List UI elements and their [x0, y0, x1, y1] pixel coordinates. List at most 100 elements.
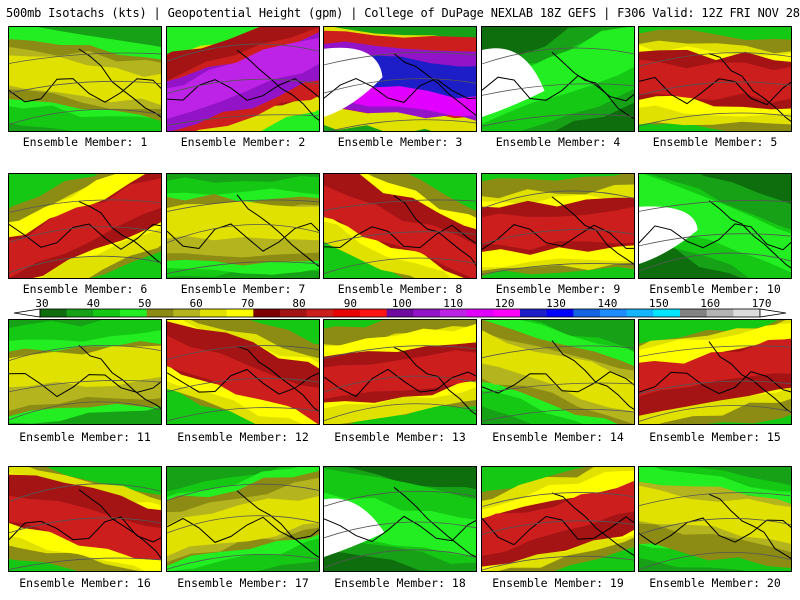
member-map [167, 320, 319, 424]
ensemble-member-panel [8, 319, 162, 425]
colorbar-swatch [146, 309, 174, 317]
ensemble-member-label: Ensemble Member: 8 [337, 282, 463, 296]
colorbar-tick-label: 160 [700, 297, 720, 310]
colorbar-swatch [680, 309, 707, 317]
colorbar-tick-label: 120 [495, 297, 515, 310]
ensemble-member-label: Ensemble Member: 2 [180, 135, 306, 149]
colorbar-tick-label: 140 [597, 297, 617, 310]
colorbar-swatch [360, 309, 387, 317]
page-title: 500mb Isotachs (kts) | Geopotential Heig… [6, 6, 800, 20]
member-map [9, 174, 161, 278]
ensemble-member-panel [481, 466, 635, 572]
colorbar-tick-label: 170 [752, 297, 772, 310]
ensemble-member-label: Ensemble Member: 13 [334, 430, 466, 444]
ensemble-member-panel [638, 26, 792, 132]
member-map [482, 174, 634, 278]
colorbar-swatch [226, 309, 254, 317]
colorbar-swatch [413, 309, 441, 317]
ensemble-member-label: Ensemble Member: 7 [180, 282, 306, 296]
member-map [324, 320, 476, 424]
colorbar-swatch [546, 309, 574, 317]
member-map [324, 174, 476, 278]
colorbar-tick-label: 30 [35, 297, 48, 310]
colorbar-swatch [493, 309, 521, 317]
ensemble-member-panel [323, 319, 477, 425]
colorbar-swatch [386, 309, 414, 317]
ensemble-member-label: Ensemble Member: 6 [22, 282, 148, 296]
colorbar-swatch [626, 309, 654, 317]
colorbar-swatch [173, 309, 201, 317]
ensemble-member-label: Ensemble Member: 10 [649, 282, 781, 296]
ensemble-member-panel [166, 319, 320, 425]
colorbar-swatch [706, 309, 734, 317]
colorbar-swatch [66, 309, 94, 317]
member-map [9, 320, 161, 424]
ensemble-member-label: Ensemble Member: 17 [177, 576, 309, 590]
member-map [639, 27, 791, 131]
ensemble-member-panel [638, 466, 792, 572]
colorbar-tick-label: 90 [344, 297, 357, 310]
colorbar-swatch [520, 309, 547, 317]
colorbar-swatch [306, 309, 334, 317]
ensemble-member-label: Ensemble Member: 9 [495, 282, 621, 296]
member-map [167, 27, 319, 131]
member-map [167, 174, 319, 278]
ensemble-member-panel [8, 26, 162, 132]
ensemble-member-panel [481, 319, 635, 425]
member-map [482, 320, 634, 424]
ensemble-member-label: Ensemble Member: 3 [337, 135, 463, 149]
ensemble-member-label: Ensemble Member: 5 [652, 135, 778, 149]
ensemble-member-label: Ensemble Member: 19 [492, 576, 624, 590]
ensemble-member-panel [323, 173, 477, 279]
colorbar-tick-label: 50 [138, 297, 151, 310]
colorbar-tick-label: 60 [190, 297, 203, 310]
colorbar-swatch [440, 309, 467, 317]
colorbar-swatch [333, 309, 361, 317]
member-map [639, 467, 791, 571]
ensemble-member-panel [166, 173, 320, 279]
colorbar-tick-label: 110 [443, 297, 463, 310]
colorbar-swatch [93, 309, 121, 317]
colorbar-swatch [280, 309, 307, 317]
colorbar-swatch [653, 309, 681, 317]
ensemble-member-panel [638, 173, 792, 279]
member-map [324, 27, 476, 131]
colorbar-tick-label: 80 [292, 297, 305, 310]
colorbar-swatch [200, 309, 227, 317]
member-map [482, 467, 634, 571]
ensemble-member-label: Ensemble Member: 11 [19, 430, 151, 444]
colorbar-swatch [733, 309, 761, 317]
colorbar-swatch [573, 309, 601, 317]
ensemble-member-panel [166, 466, 320, 572]
ensemble-member-panel [323, 26, 477, 132]
member-map [324, 467, 476, 571]
ensemble-member-label: Ensemble Member: 16 [19, 576, 151, 590]
colorbar-tick-label: 150 [649, 297, 669, 310]
colorbar-swatch [253, 309, 281, 317]
member-map [167, 467, 319, 571]
colorbar-swatch [120, 309, 147, 317]
colorbar-swatch [466, 309, 494, 317]
member-map [639, 320, 791, 424]
ensemble-member-panel [638, 319, 792, 425]
ensemble-member-label: Ensemble Member: 1 [22, 135, 148, 149]
colorbar-swatch [40, 309, 67, 317]
member-map [9, 467, 161, 571]
ensemble-member-label: Ensemble Member: 18 [334, 576, 466, 590]
colorbar-tick-label: 70 [241, 297, 254, 310]
colorbar-tick-label: 100 [392, 297, 412, 310]
ensemble-member-panel [481, 26, 635, 132]
colorbar-tick-label: 130 [546, 297, 566, 310]
ensemble-member-label: Ensemble Member: 14 [492, 430, 624, 444]
ensemble-member-label: Ensemble Member: 12 [177, 430, 309, 444]
member-map [482, 27, 634, 131]
ensemble-member-panel [8, 173, 162, 279]
ensemble-member-panel [481, 173, 635, 279]
member-map [9, 27, 161, 131]
ensemble-member-label: Ensemble Member: 15 [649, 430, 781, 444]
colorbar-legend: 30 40 50 60 70 80 90 100 110 120 130 140 150 160 170 [13, 297, 787, 318]
ensemble-member-panel [8, 466, 162, 572]
ensemble-member-label: Ensemble Member: 4 [495, 135, 621, 149]
ensemble-member-panel [166, 26, 320, 132]
ensemble-member-panel [323, 466, 477, 572]
